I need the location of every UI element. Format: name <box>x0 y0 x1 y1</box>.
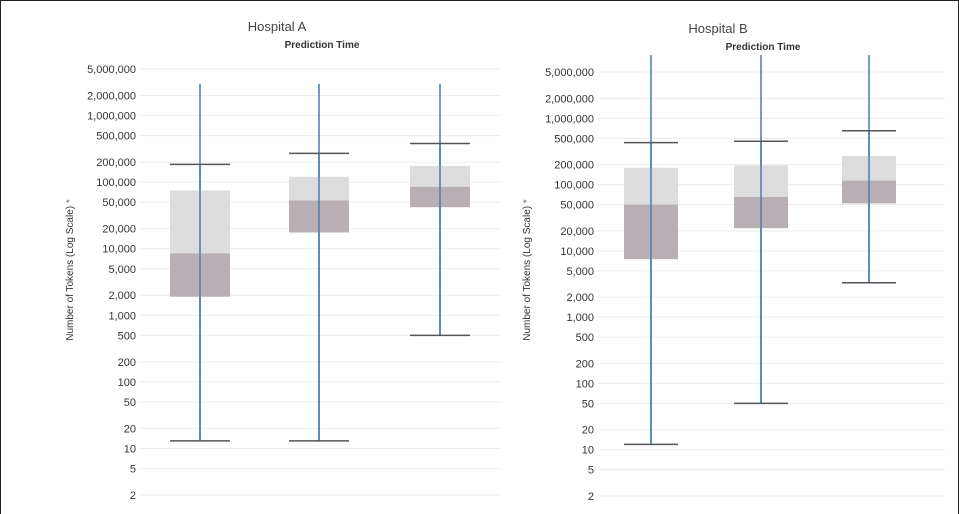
hospital-a-title: Hospital A <box>248 19 307 34</box>
y-tick-label: 100,000 <box>554 180 594 192</box>
y-tick-label: 10 <box>124 443 136 455</box>
asterisk-icon: * <box>65 199 76 206</box>
y-tick-label: 200 <box>118 357 136 369</box>
y-tick-label: 50 <box>124 397 136 409</box>
hospital-b-panel: Hospital B Prediction Time Number of Tok… <box>522 21 945 503</box>
hospital-a-y-axis-label: Number of Tokens (Log Scale) * <box>65 199 76 341</box>
y-tick-label: 5,000 <box>108 264 136 276</box>
y-tick-label: 2,000 <box>108 290 136 302</box>
y-tick-label: 2 <box>130 490 136 502</box>
y-tick-label: 5,000,000 <box>545 67 594 79</box>
y-tick-label: 5 <box>588 465 594 477</box>
hospital-b-title: Hospital B <box>688 21 747 36</box>
hospital-a-subtitle: Prediction Time <box>285 40 360 51</box>
y-tick-label: 1,000 <box>108 310 136 322</box>
asterisk-icon: * <box>522 199 533 206</box>
y-tick-label: 1,000,000 <box>87 111 136 123</box>
y-tick-label: 10,000 <box>102 244 136 256</box>
y-tick-label: 2 <box>588 491 594 503</box>
y-tick-label: 2,000 <box>566 292 594 304</box>
y-tick-label: 50,000 <box>560 200 594 212</box>
y-tick-label: 500 <box>576 332 594 344</box>
y-tick-label: 1,000,000 <box>545 113 594 125</box>
y-tick-label: 20 <box>124 423 136 435</box>
y-tick-label: 20,000 <box>102 224 136 236</box>
y-tick-label: 50,000 <box>102 197 136 209</box>
y-tick-label: 50 <box>582 398 594 410</box>
y-tick-label: 5,000,000 <box>87 64 136 76</box>
y-tick-label: 200 <box>576 358 594 370</box>
y-tick-label: 10,000 <box>560 246 594 258</box>
y-tick-label: 500 <box>118 330 136 342</box>
y-tick-label: 10 <box>582 445 594 457</box>
hospital-b-subtitle: Prediction Time <box>726 42 801 53</box>
y-tick-label: 200,000 <box>554 160 594 172</box>
y-tick-label: 5 <box>130 464 136 476</box>
y-tick-label: 2,000,000 <box>87 90 136 102</box>
hospital-a-panel: Hospital A Prediction Time Number of Tok… <box>65 19 500 502</box>
y-tick-label: 500,000 <box>96 131 136 143</box>
y-tick-label: 20 <box>582 425 594 437</box>
y-tick-label: 20,000 <box>560 226 594 238</box>
y-tick-label: 500,000 <box>554 133 594 145</box>
y-tick-label: 100 <box>118 377 136 389</box>
hospital-b-y-axis-label: Number of Tokens (Log Scale) * <box>522 199 533 341</box>
y-tick-label: 1,000 <box>566 312 594 324</box>
y-tick-label: 2,000,000 <box>545 93 594 105</box>
y-tick-label: 5,000 <box>566 266 594 278</box>
y-tick-label: 100,000 <box>96 177 136 189</box>
y-tick-label: 200,000 <box>96 157 136 169</box>
y-tick-label: 100 <box>576 378 594 390</box>
